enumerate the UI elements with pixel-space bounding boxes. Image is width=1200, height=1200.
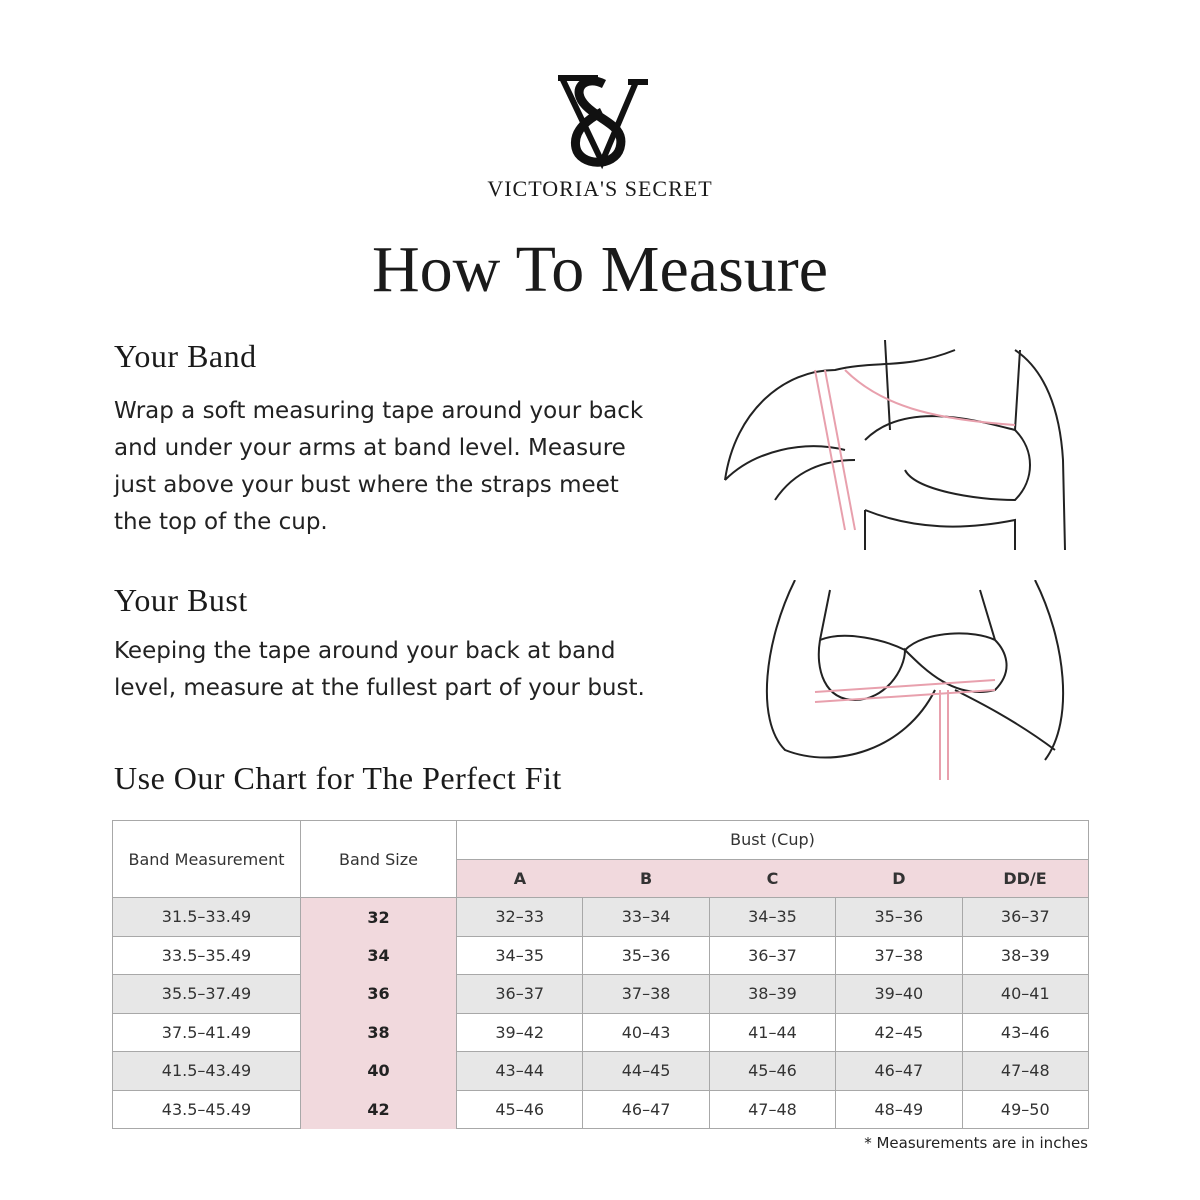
chart-heading: Use Our Chart for The Perfect Fit xyxy=(114,760,562,796)
cup-range-cell: 39–40 xyxy=(835,974,963,1014)
cup-header-row: A B C D DD/E xyxy=(113,858,1090,898)
band-measurement-cell: 41.5–43.49 xyxy=(112,1051,301,1091)
text-line: just above your bust where the straps me… xyxy=(114,472,619,498)
bust-measuring-illustration xyxy=(765,580,1065,780)
band-measuring-illustration xyxy=(724,339,1066,550)
band-heading: Your Band xyxy=(114,338,257,374)
table-row: 35.5–37.49 36 36–37 37–38 38–39 39–40 40–41 xyxy=(112,974,1090,1014)
band-size-cell: 42 xyxy=(300,1090,457,1129)
cup-range-cell: 32–33 xyxy=(455,897,584,937)
cup-range-cell: 42–45 xyxy=(835,1012,963,1052)
table-header-row: Band Measurement Band Size Bust (Cup) xyxy=(112,820,1089,898)
cup-range-cell: 47–48 xyxy=(961,1051,1090,1091)
bust-instructions: Keeping the tape around your back at ban… xyxy=(114,633,674,707)
cup-range-cell: 44–45 xyxy=(582,1051,710,1091)
cup-range-cell: 35–36 xyxy=(835,897,963,937)
cup-range-cell: 38–39 xyxy=(961,935,1090,975)
cup-range-cell: 34–35 xyxy=(708,897,837,937)
cup-range-cell: 48–49 xyxy=(835,1089,963,1129)
band-size-cell: 36 xyxy=(300,974,457,1013)
cup-range-cell: 36–37 xyxy=(961,897,1090,937)
cup-range-cell: 36–37 xyxy=(708,935,837,975)
bust-heading: Your Bust xyxy=(114,582,248,618)
table-row: 33.5–35.49 34 34–35 35–36 36–37 37–38 38–39 xyxy=(112,935,1090,975)
cup-range-cell: 39–42 xyxy=(455,1012,584,1052)
header-cup-d: D xyxy=(835,858,963,898)
text-line: the top of the cup. xyxy=(114,509,328,535)
cup-range-cell: 36–37 xyxy=(455,974,584,1014)
band-size-cell: 40 xyxy=(300,1051,457,1090)
text-line: Keeping the tape around your back at ban… xyxy=(114,638,616,664)
band-size-cell: 34 xyxy=(300,936,457,975)
header-cup-a: A xyxy=(456,858,583,898)
header-band-measurement: Band Measurement xyxy=(112,820,301,898)
cup-range-cell: 35–36 xyxy=(582,935,710,975)
cup-range-cell: 38–39 xyxy=(708,974,837,1014)
cup-range-cell: 34–35 xyxy=(455,935,584,975)
table-row: 43.5–45.49 42 45–46 46–47 47–48 48–49 49–50 xyxy=(112,1089,1090,1129)
cup-range-cell: 37–38 xyxy=(582,974,710,1014)
cup-range-cell: 33–34 xyxy=(582,897,710,937)
cup-range-cell: 37–38 xyxy=(835,935,963,975)
text-line: Wrap a soft measuring tape around your b… xyxy=(114,398,644,424)
measurement-note: * Measurements are in inches xyxy=(864,1134,1088,1152)
size-chart-table: Band Measurement Band Size Bust (Cup) A … xyxy=(112,820,1090,1129)
band-measurement-cell: 37.5–41.49 xyxy=(112,1012,301,1052)
band-measurement-cell: 43.5–45.49 xyxy=(112,1089,301,1129)
text-line: and under your arms at band level. Measu… xyxy=(114,435,626,461)
header-band-size: Band Size xyxy=(300,820,457,898)
header-cup-b: B xyxy=(582,858,710,898)
band-size-cell: 32 xyxy=(300,897,457,936)
band-instructions: Wrap a soft measuring tape around your b… xyxy=(114,393,674,541)
cup-range-cell: 47–48 xyxy=(708,1089,837,1129)
header-cup-dde: DD/E xyxy=(962,858,1090,898)
header-bust-cup: Bust (Cup) xyxy=(456,820,1089,859)
table-row: 37.5–41.49 38 39–42 40–43 41–44 42–45 43–46 xyxy=(112,1012,1090,1052)
cup-range-cell: 45–46 xyxy=(455,1089,584,1129)
band-measurement-cell: 33.5–35.49 xyxy=(112,935,301,975)
cup-range-cell: 40–43 xyxy=(582,1012,710,1052)
text-line: level, measure at the fullest part of yo… xyxy=(114,675,645,701)
table-row: 31.5–33.49 32 32–33 33–34 34–35 35–36 36–37 xyxy=(112,897,1090,937)
cup-range-cell: 45–46 xyxy=(708,1051,837,1091)
cup-range-cell: 46–47 xyxy=(835,1051,963,1091)
table-row: 41.5–43.49 40 43–44 44–45 45–46 46–47 47–48 xyxy=(112,1051,1090,1091)
cup-range-cell: 41–44 xyxy=(708,1012,837,1052)
brand-name: VICTORIA'S SECRET xyxy=(487,176,713,201)
cup-range-cell: 43–44 xyxy=(455,1051,584,1091)
band-measurement-cell: 31.5–33.49 xyxy=(112,897,301,937)
vs-monogram-logo xyxy=(558,75,648,170)
cup-range-cell: 46–47 xyxy=(582,1089,710,1129)
page-title: How To Measure xyxy=(371,233,829,306)
band-measurement-cell: 35.5–37.49 xyxy=(112,974,301,1014)
cup-range-cell: 49–50 xyxy=(961,1089,1090,1129)
cup-range-cell: 40–41 xyxy=(961,974,1090,1014)
band-size-cell: 38 xyxy=(300,1013,457,1052)
cup-range-cell: 43–46 xyxy=(961,1012,1090,1052)
header-cup-c: C xyxy=(709,858,836,898)
